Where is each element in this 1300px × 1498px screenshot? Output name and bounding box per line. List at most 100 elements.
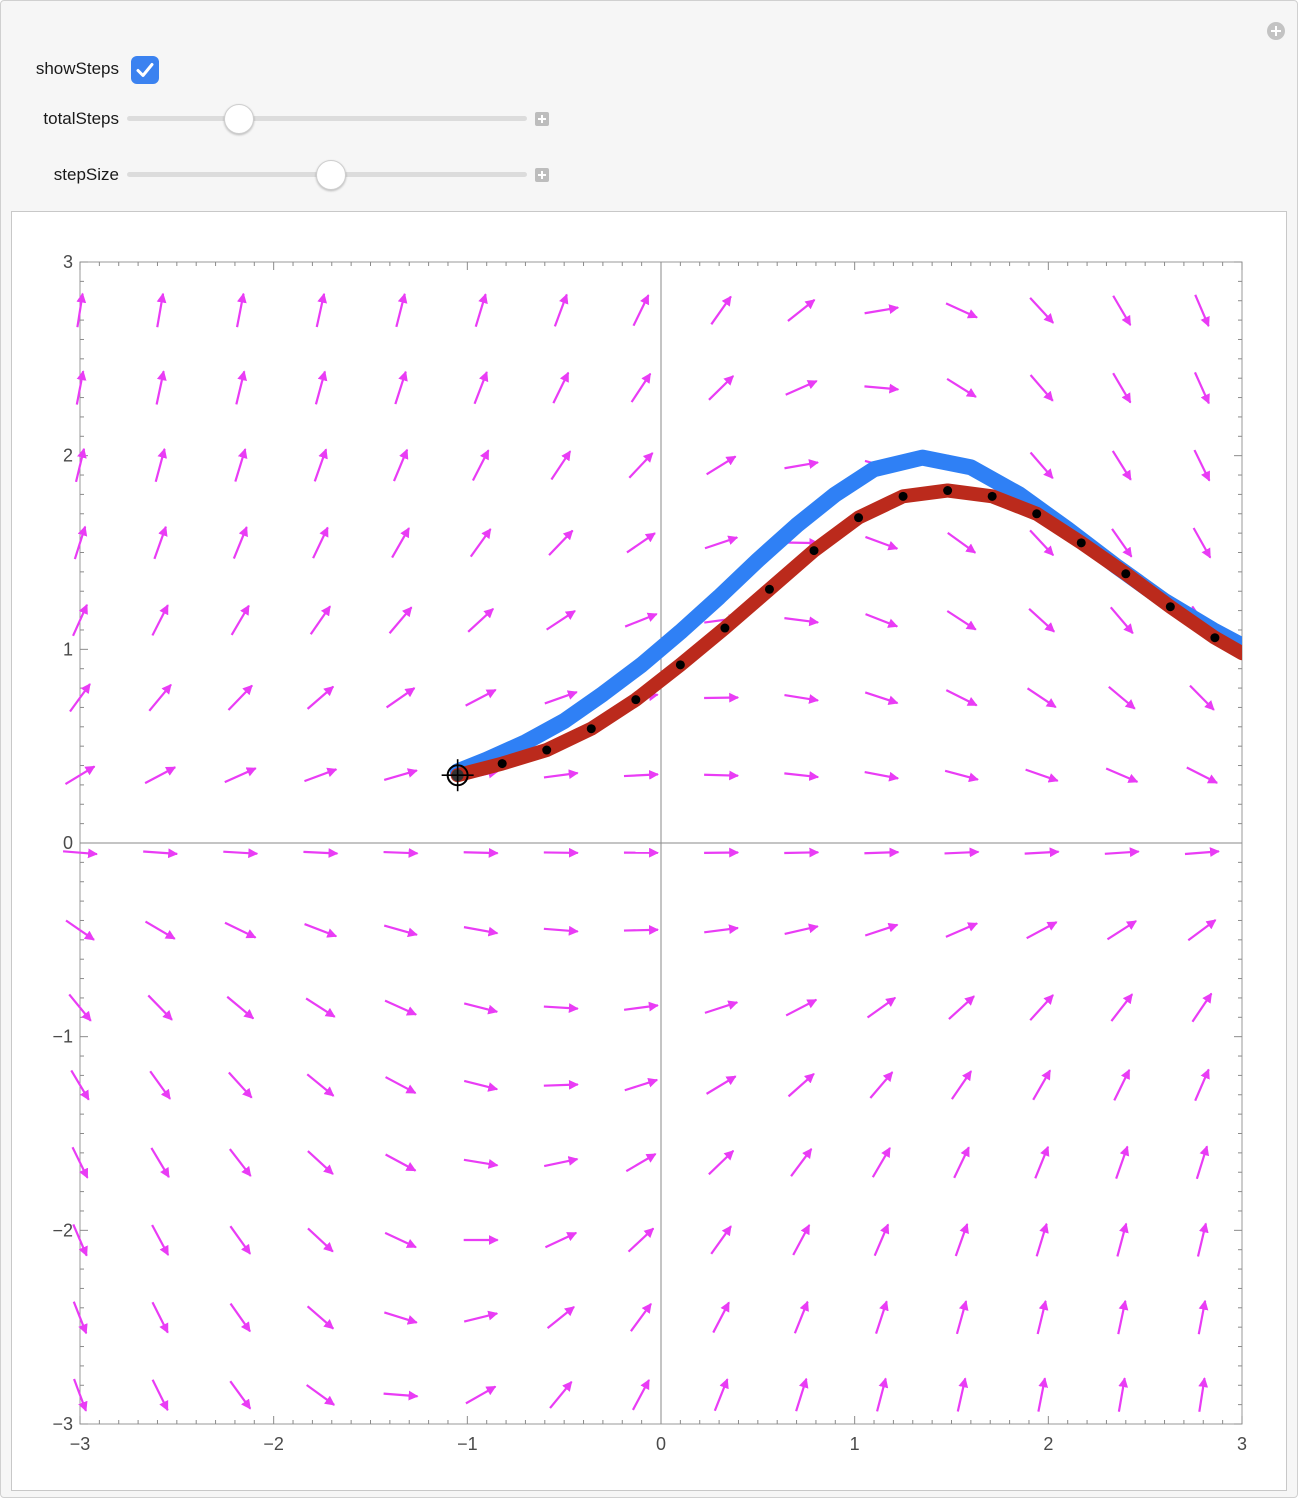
field-arrow [864,922,899,937]
field-arrow [623,924,659,935]
field-arrow [305,997,336,1018]
x-tick-label: −2 [263,1434,284,1454]
field-arrow [1113,1068,1131,1101]
field-arrow [875,1300,889,1334]
field-arrow [383,1390,419,1401]
field-arrow [151,1224,170,1256]
field-arrow [713,1378,729,1412]
field-arrow [784,847,820,858]
field-arrow [1195,1145,1210,1180]
field-arrow [1028,608,1055,633]
field-arrow [306,685,335,710]
field-arrow [68,993,92,1022]
field-arrow [224,767,257,784]
field-arrow [956,1377,969,1412]
field-arrow [1197,1299,1209,1335]
field-arrow [543,1079,579,1090]
field-arrow [148,683,172,712]
step-point [898,491,908,501]
field-arrow [385,1076,417,1095]
step-point [720,623,730,633]
field-arrow [625,1152,657,1173]
exact-solution-curve [449,449,1242,780]
field-arrow [1035,1222,1049,1257]
field-arrow [550,450,572,481]
field-arrow [544,1231,578,1249]
field-arrow [1110,993,1134,1022]
field-arrow [706,455,737,476]
field-arrow [628,452,654,479]
total-steps-expand-icon[interactable] [535,112,549,126]
field-arrow [953,1146,970,1179]
field-arrow [306,1384,335,1406]
field-arrow [543,1156,579,1168]
field-arrow [1024,847,1060,858]
field-arrow [388,606,413,634]
plot-area[interactable]: −3 −2 −1 0 1 2 3 −3 −2 −1 0 1 2 3 [11,211,1287,1491]
field-arrow [314,370,328,405]
field-arrow [471,449,490,481]
vector-field-plot[interactable]: −3 −2 −1 0 1 2 3 −3 −2 −1 0 1 2 3 [12,212,1286,1490]
field-arrow [463,1310,499,1323]
field-arrow [313,448,328,482]
field-arrow [1029,994,1054,1021]
field-arrow [1192,527,1212,559]
x-tick-label: 2 [1043,1434,1053,1454]
field-arrow [465,1385,497,1405]
field-arrow [154,447,168,483]
field-arrow [546,610,576,631]
field-arrow [787,1072,815,1098]
step-size-slider-thumb[interactable] [316,160,346,190]
field-arrow [1187,919,1217,942]
field-arrow [1108,685,1136,710]
field-arrow [230,604,250,636]
field-arrow [229,1380,252,1410]
field-arrow [704,535,739,550]
field-arrow [944,847,980,858]
step-point [1121,569,1131,579]
x-tick-label: 0 [656,1434,666,1454]
field-arrow [304,767,338,783]
field-arrow [871,1147,891,1178]
field-arrow [873,1223,890,1257]
field-arrow [227,684,253,711]
total-steps-slider-thumb[interactable] [224,104,254,134]
field-arrow [1117,1377,1129,1412]
x-tick-label: −3 [70,1434,91,1454]
field-arrow [232,526,248,559]
field-arrow [944,769,979,783]
field-arrow [307,1227,334,1253]
field-arrow [315,292,327,328]
field-arrow [309,605,332,635]
step-size-expand-icon[interactable] [535,168,549,182]
field-arrow [1186,766,1218,784]
field-arrow [708,375,735,401]
field-arrow [946,377,977,398]
total-steps-slider[interactable] [127,116,527,121]
field-arrow [543,925,579,936]
field-arrow [474,293,488,328]
field-arrow [630,1302,652,1332]
options-plus-icon[interactable] [1267,22,1285,40]
field-arrow [395,292,408,328]
start-point-locator[interactable] [441,759,474,792]
field-arrow [155,370,167,405]
field-arrow [1111,528,1133,558]
field-arrow [235,292,247,328]
step-point [764,584,774,594]
step-point [1210,633,1220,643]
field-arrow [1104,847,1140,858]
field-arrow [384,999,417,1016]
field-arrow [306,1073,335,1097]
field-arrow [156,292,167,328]
step-point [1165,602,1175,612]
field-arrow [626,532,656,554]
y-tick-label: 2 [63,446,73,466]
field-arrow [76,292,87,328]
field-arrow [223,848,259,859]
show-steps-checkbox[interactable] [131,56,159,84]
field-arrow [465,688,497,707]
field-arrow [228,1148,252,1177]
field-arrow [391,527,410,559]
field-arrow [73,525,88,560]
